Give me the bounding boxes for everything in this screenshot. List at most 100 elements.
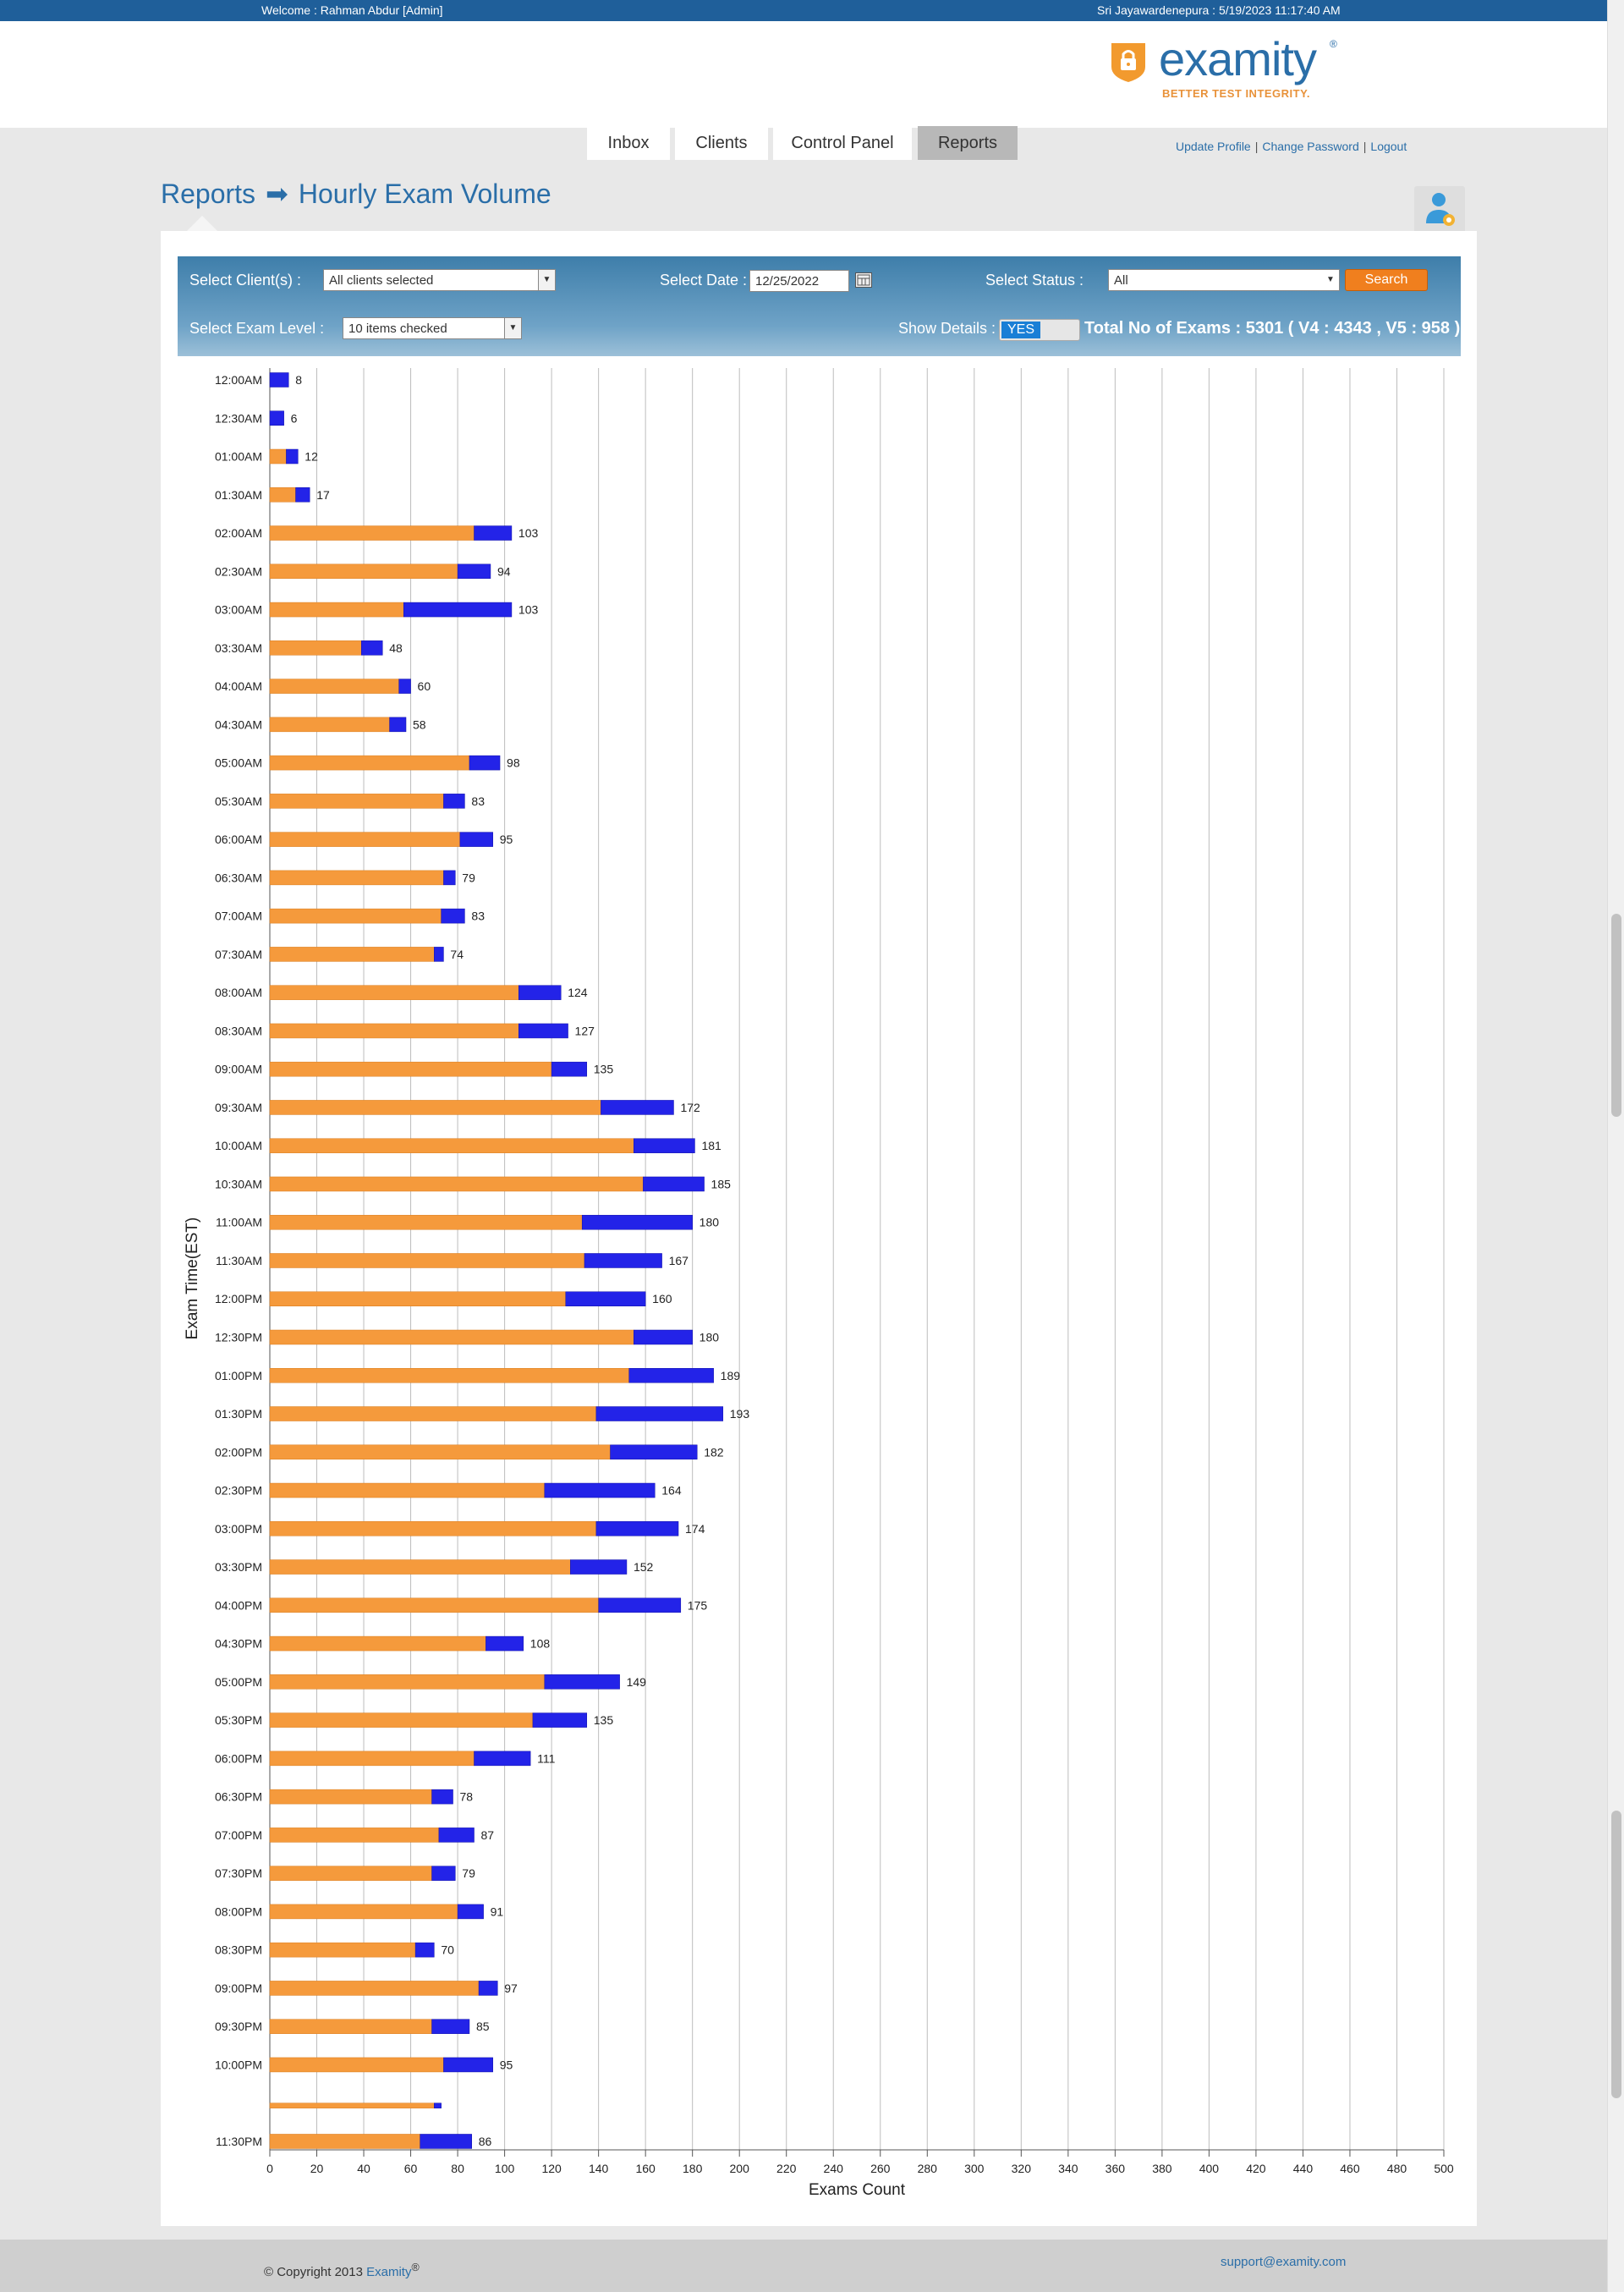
data-label: 60 [418,679,431,693]
bar-v4 [269,908,442,924]
logout-link[interactable]: Logout [1370,140,1407,153]
y-category-label: 05:00AM [215,756,262,770]
show-details-toggle[interactable]: YES [999,319,1080,341]
y-category-label: 12:00PM [215,1292,262,1305]
bar-v5 [469,755,501,771]
data-label: 79 [462,1866,475,1880]
data-label: 175 [688,1598,708,1612]
bar-v4 [269,602,404,618]
data-label: 108 [530,1637,551,1651]
data-label: 111 [537,1751,555,1765]
tab-control-panel[interactable]: Control Panel [773,126,912,160]
user-gear-icon [1426,193,1455,226]
bar-v4 [269,870,444,886]
x-tick-label: 20 [310,2162,324,2175]
data-label: 160 [652,1292,672,1305]
y-category-label: 09:00PM [215,1981,262,1995]
bar-v5 [610,1444,698,1460]
y-category-label: 05:30PM [215,1713,262,1727]
date-input[interactable]: 12/25/2022 [749,270,849,292]
bar-v4 [269,1100,601,1115]
y-category-label: 03:00AM [215,603,262,617]
copyright-label: © Copyright 2013 [264,2265,367,2279]
y-category-label: 06:00PM [215,1751,262,1765]
bar-v4 [269,1597,599,1613]
bar-v4 [269,1674,546,1690]
footer-brand-link[interactable]: Examity [366,2265,412,2279]
bar-v4 [269,1214,583,1230]
data-label: 79 [462,871,475,884]
user-settings-button[interactable] [1414,186,1465,234]
bar-v4 [269,1482,546,1498]
x-tick-label: 420 [1246,2162,1266,2175]
update-profile-link[interactable]: Update Profile [1176,140,1251,153]
bar-v4 [269,1291,567,1306]
y-category-label: 10:00PM [215,2058,262,2071]
bar-v4 [269,755,470,771]
bar-v4 [269,487,296,503]
bar-v5 [443,794,465,809]
chevron-down-icon: ▼ [538,270,555,290]
page-title: Hourly Exam Volume [298,179,551,209]
search-button[interactable]: Search [1345,269,1428,291]
bar-v4 [269,2057,444,2073]
bar-v5 [518,985,562,1000]
bar-v5 [570,1559,628,1575]
y-category-label: 01:30AM [215,488,262,502]
bar-v5 [398,679,411,694]
tab-inbox[interactable]: Inbox [587,126,670,160]
data-label: 135 [594,1063,614,1076]
bar-v5 [431,2019,470,2034]
change-password-link[interactable]: Change Password [1262,140,1359,153]
tab-clients[interactable]: Clients [675,126,768,160]
bar-v4 [269,1866,432,1881]
y-category-label: 03:30AM [215,641,262,655]
bar-v4 [269,1329,634,1345]
bar-v5 [598,1597,682,1613]
bar-v5 [518,1023,568,1039]
examity-logo[interactable]: examity ® BETTER TEST INTEGRITY. [1108,31,1345,100]
y-category-label: 08:30AM [215,1024,262,1037]
y-category-label: 02:30PM [215,1484,262,1498]
bar-v5 [434,947,444,962]
bar-v4 [269,563,458,580]
bar-v5 [443,2057,493,2073]
exam-level-value: 10 items checked [348,322,447,336]
chevron-down-icon: ▼ [1322,270,1339,290]
bar-v5 [474,525,513,541]
y-category-label: 02:30AM [215,564,262,578]
calendar-grid-icon [857,274,870,286]
exam-level-select[interactable]: 10 items checked ▼ [343,317,522,339]
bar-v4 [269,2102,435,2108]
breadcrumb-reports[interactable]: Reports [161,179,256,209]
scrollbar-thumb[interactable] [1611,914,1621,1117]
data-label: 180 [700,1216,720,1229]
bar-v5 [414,1942,435,1958]
y-category-label: 07:30PM [215,1866,262,1880]
x-tick-label: 80 [451,2162,464,2175]
status-select[interactable]: All ▼ [1108,269,1340,291]
tab-reports[interactable]: Reports [918,126,1018,160]
data-label: 180 [700,1331,720,1344]
bar-v4 [269,1406,597,1421]
page-scrollbar[interactable] [1607,0,1624,2292]
y-category-label: 04:30PM [215,1637,262,1651]
x-tick-label: 480 [1387,2162,1407,2175]
data-label: 94 [497,564,511,578]
bar-v5 [434,2102,442,2108]
scrollbar-thumb-secondary[interactable] [1611,1811,1621,2098]
bar-v5 [459,832,493,847]
welcome-text: Welcome : Rahman Abdur [Admin] [261,3,443,17]
calendar-icon[interactable] [855,272,872,288]
toggle-yes: YES [1001,322,1040,338]
data-label: 98 [507,756,520,770]
location-time: Sri Jayawardenepura : 5/19/2023 11:17:40… [1097,3,1341,17]
data-label: 58 [413,717,426,731]
x-tick-label: 0 [266,2162,273,2175]
hourly-exam-chart: 0 20 40 60 80 100 120 140 160 180 200 220 240 260 280 3… [184,368,1454,2199]
client-select-value: All clients selected [329,273,434,288]
logo-reg: ® [1330,38,1337,50]
support-email-link[interactable]: support@examity.com [1221,2255,1347,2269]
y-category-label: 03:30PM [215,1560,262,1574]
client-select[interactable]: All clients selected ▼ [323,269,556,291]
